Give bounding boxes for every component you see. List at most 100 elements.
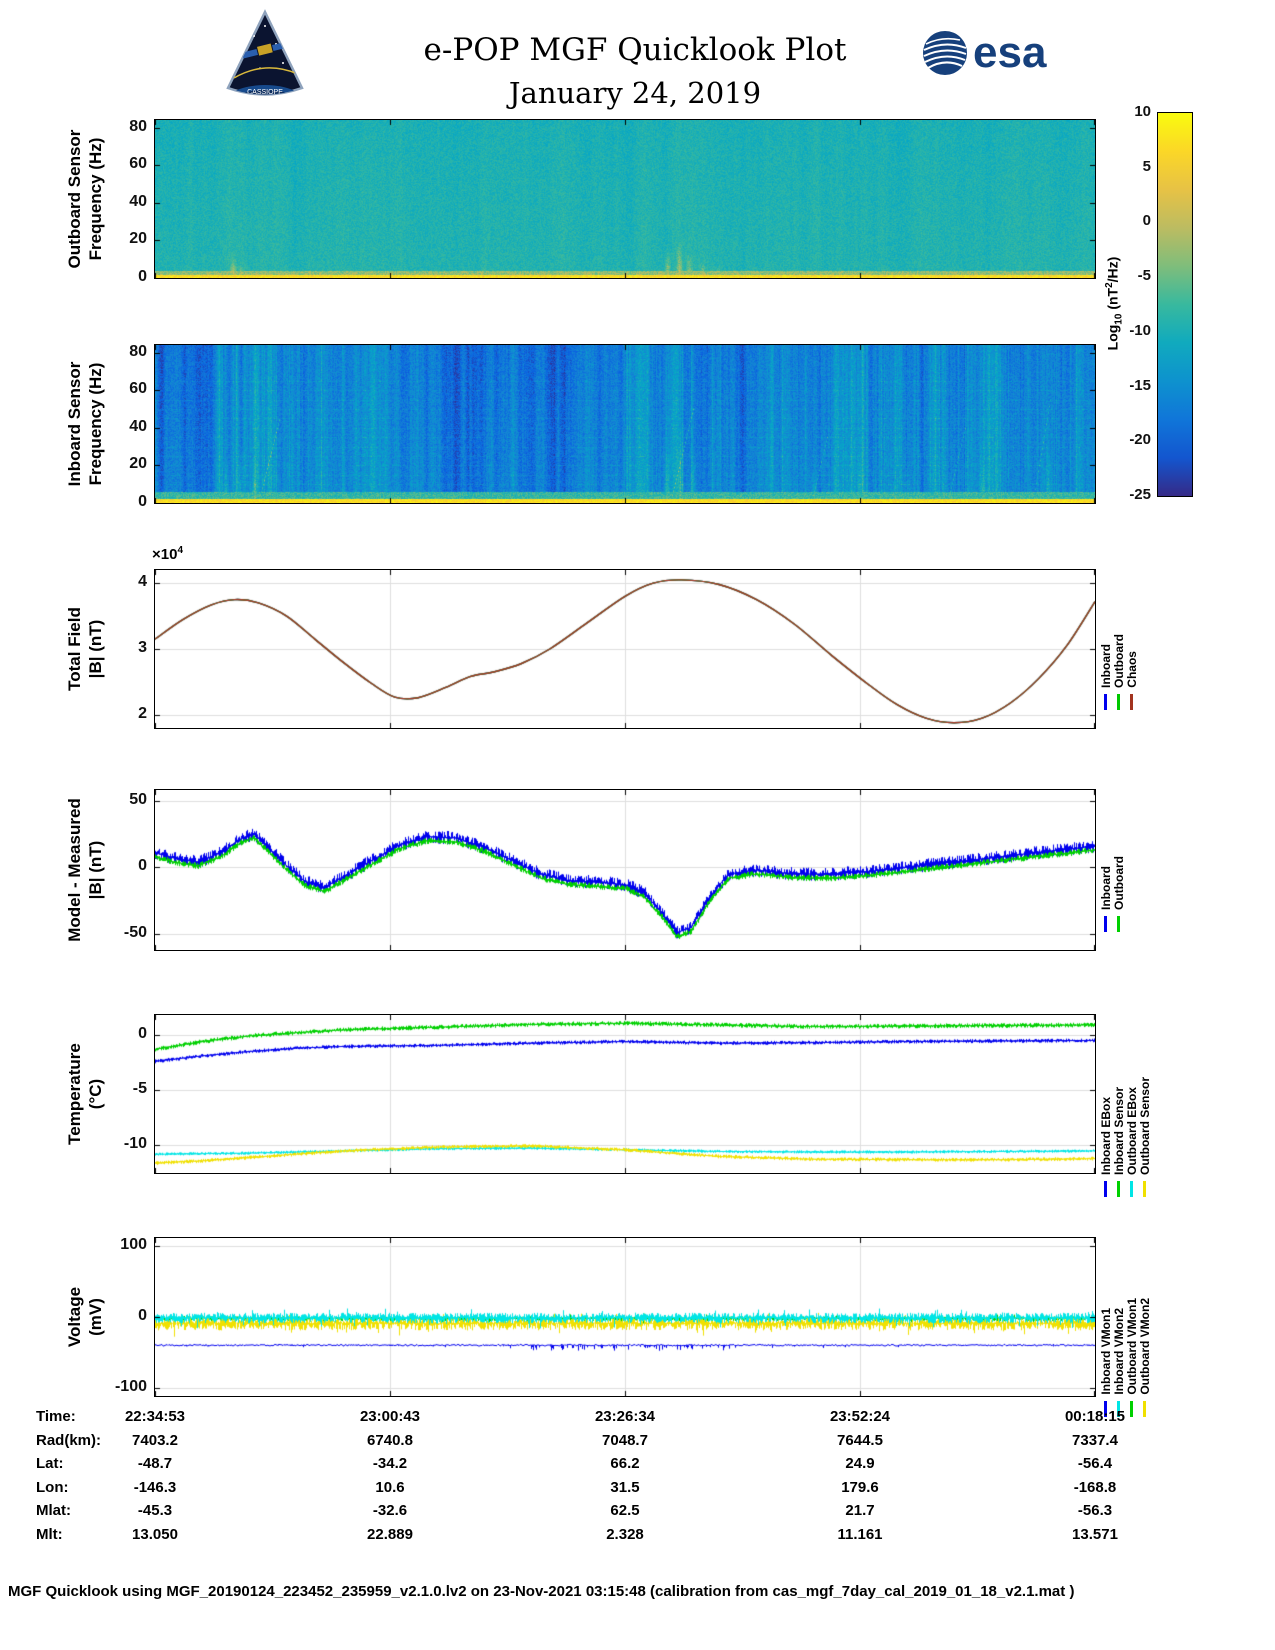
ephemeris-value: 11.161 xyxy=(837,1525,883,1543)
patch-orbit-arc xyxy=(233,67,299,79)
model-measured-panel xyxy=(154,789,1096,951)
legend-mark xyxy=(1117,1181,1120,1197)
temperature-panel xyxy=(154,1014,1096,1174)
ylabel-line: (mV) xyxy=(86,1298,105,1336)
outboard-spectrogram-panel xyxy=(154,119,1096,279)
legend-mark xyxy=(1104,1181,1107,1197)
ephemeris-value: 10.6 xyxy=(375,1478,405,1496)
legend-label: Inboard EBox xyxy=(1098,1096,1113,1175)
colorbar-label: Log10 (nT2/Hz) xyxy=(1104,112,1125,495)
ephemeris-value: 7048.7 xyxy=(602,1431,648,1449)
ylabel-line: Frequency (Hz) xyxy=(86,137,105,261)
ephemeris-value: -56.4 xyxy=(1077,1455,1113,1472)
legend-entry-chaos: Chaos xyxy=(1124,651,1139,710)
legend-entry-outboard: Outboard xyxy=(1112,856,1126,932)
ylabel-line: Frequency (Hz) xyxy=(86,362,105,486)
model-measured-canvas xyxy=(155,790,1095,950)
ylabel-line: (°C) xyxy=(86,1078,105,1110)
ephemeris-value: 13.571 xyxy=(1072,1525,1118,1543)
ephemeris-row-label: Rad(km): xyxy=(36,1431,102,1449)
outboard-spectrogram-canvas xyxy=(155,120,1095,278)
legend-entry-inboard: Inboard xyxy=(1098,644,1113,710)
legend-entry-outboard: Outboard xyxy=(1111,634,1126,710)
ephemeris-value: 62.5 xyxy=(610,1502,640,1519)
legend-mark xyxy=(1117,916,1120,932)
page-title: e-POP MGF Quicklook Plot xyxy=(423,32,847,68)
patch-satellite xyxy=(241,41,289,59)
ephemeris-value: 23:52:24 xyxy=(829,1408,891,1425)
cassiope-logo: CASSIOPE xyxy=(226,9,304,96)
legend-entry-inboard-sensor: Inboard Sensor xyxy=(1112,1087,1126,1197)
total-field-panel xyxy=(154,569,1096,729)
ephemeris-value: 23:26:34 xyxy=(594,1408,656,1425)
legend-entry-outboard-vmon1: Outboard VMon1 xyxy=(1125,1298,1139,1417)
legend-entry-outboard-ebox: Outboard EBox xyxy=(1124,1086,1139,1197)
ephemeris-value: 23:00:43 xyxy=(359,1408,421,1425)
ephemeris-value: 7644.5 xyxy=(837,1431,883,1449)
legend-mark xyxy=(1117,694,1120,710)
colorbar xyxy=(1157,112,1193,497)
ylabel-inboard-spectrogram: Inboard Sensor Frequency (Hz) xyxy=(64,345,106,503)
legend-entry-inboard: Inboard xyxy=(1099,866,1113,932)
temperature-canvas xyxy=(155,1015,1095,1173)
cbar-label-part: Log xyxy=(1104,324,1121,351)
legend-label: Inboard xyxy=(1098,644,1113,688)
legend-model-measured: Inboard Outboard xyxy=(1099,790,1126,932)
patch-mission-name: CASSIOPE xyxy=(247,89,283,96)
legend-label: Outboard xyxy=(1111,634,1126,688)
ylabel-temperature: Temperature (°C) xyxy=(64,1015,106,1173)
legend-label: Chaos xyxy=(1124,651,1139,688)
legend-label: Inboard VMon1 xyxy=(1098,1308,1113,1395)
ephemeris-value: -34.2 xyxy=(372,1455,408,1472)
ephemeris-value: 22.889 xyxy=(367,1525,413,1543)
ylabel-line: Model - Measured xyxy=(65,798,84,942)
legend-label: Outboard VMon2 xyxy=(1137,1298,1152,1395)
ylabel-voltage: Voltage (mV) xyxy=(64,1238,106,1396)
legend-entry-inboard-vmon1: Inboard VMon1 xyxy=(1098,1308,1113,1417)
footer-note: MGF Quicklook using MGF_20190124_223452_… xyxy=(8,1583,1075,1600)
cbar-label-part: /Hz) xyxy=(1104,256,1121,283)
legend-label: Outboard EBox xyxy=(1124,1086,1139,1175)
cbar-label-part: (nT xyxy=(1104,287,1121,314)
ephemeris-value: 00:18:15 xyxy=(1064,1408,1126,1425)
ephemeris-value: -56.3 xyxy=(1077,1502,1113,1519)
y-axis-multiplier: ×104 xyxy=(152,545,183,563)
ephemeris-value: 179.6 xyxy=(841,1478,879,1496)
legend-entry-outboard-sensor: Outboard Sensor xyxy=(1138,1077,1152,1197)
legend-mark xyxy=(1117,1401,1120,1417)
page-date: January 24, 2019 xyxy=(508,76,762,110)
ephemeris-value: -48.7 xyxy=(137,1455,173,1472)
ephemeris-value: -45.3 xyxy=(137,1502,173,1519)
legend-mark xyxy=(1143,1181,1146,1197)
legend-mark xyxy=(1104,916,1107,932)
ephemeris-value: 24.9 xyxy=(845,1455,875,1472)
ephemeris-value: -32.6 xyxy=(372,1502,408,1519)
ylabel-line: |B| (nT) xyxy=(86,619,105,679)
legend-entry-outboard-vmon2: Outboard VMon2 xyxy=(1137,1298,1152,1417)
ephemeris-value: -146.3 xyxy=(133,1478,177,1496)
legend-mark xyxy=(1130,1401,1133,1417)
legend-mark xyxy=(1104,694,1107,710)
ylabel-line: |B| (nT) xyxy=(86,840,105,900)
ylabel-line: Voltage xyxy=(65,1286,84,1348)
legend-mark xyxy=(1104,1401,1107,1417)
esa-logo: esa xyxy=(922,30,1046,76)
ephemeris-value: 13.050 xyxy=(132,1525,178,1543)
esa-emblem-icon xyxy=(923,31,967,75)
ephemeris-row-label: Lon: xyxy=(36,1478,69,1496)
inboard-spectrogram-canvas xyxy=(155,345,1095,503)
legend-mark xyxy=(1143,1401,1146,1417)
ephemeris-value: 66.2 xyxy=(610,1455,640,1472)
inboard-spectrogram-panel xyxy=(154,344,1096,504)
ylabel-outboard-spectrogram: Outboard Sensor Frequency (Hz) xyxy=(64,120,106,278)
ylabel-model-measured: Model - Measured |B| (nT) xyxy=(64,790,106,950)
cbar-label-sub: 10 xyxy=(1113,313,1125,325)
legend-entry-inboard-ebox: Inboard EBox xyxy=(1098,1096,1113,1197)
ephemeris-value: 6740.8 xyxy=(367,1431,413,1449)
ephemeris-value: -168.8 xyxy=(1073,1478,1117,1496)
legend-mark xyxy=(1130,694,1133,710)
legend-total-field: Inboard Outboard Chaos xyxy=(1098,570,1139,710)
ephemeris-table: Time: 22:34:53 23:00:43 23:26:34 23:52:24 00:… xyxy=(0,1408,1275,1553)
total-field-canvas xyxy=(155,570,1095,728)
